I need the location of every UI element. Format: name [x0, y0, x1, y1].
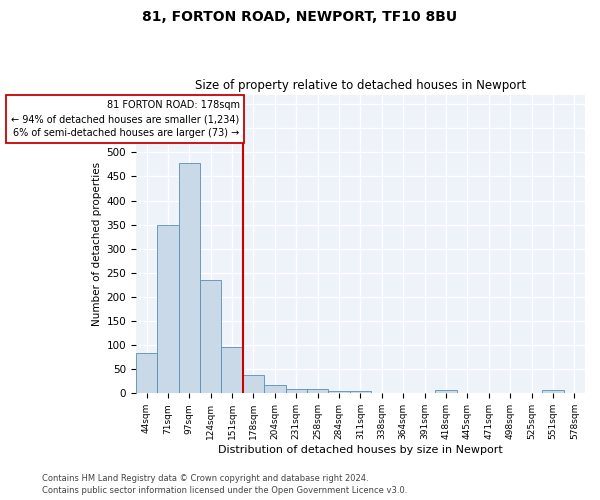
Bar [179, 163, 200, 394]
X-axis label: Distribution of detached houses by size in Newport: Distribution of detached houses by size … [218, 445, 503, 455]
Y-axis label: Number of detached properties: Number of detached properties [92, 162, 102, 326]
Bar [542, 390, 563, 394]
Bar [136, 354, 157, 394]
Title: Size of property relative to detached houses in Newport: Size of property relative to detached ho… [195, 79, 526, 92]
Bar [328, 391, 350, 394]
Bar [221, 346, 243, 394]
Text: Contains HM Land Registry data © Crown copyright and database right 2024.
Contai: Contains HM Land Registry data © Crown c… [42, 474, 407, 495]
Text: 81, FORTON ROAD, NEWPORT, TF10 8BU: 81, FORTON ROAD, NEWPORT, TF10 8BU [142, 10, 458, 24]
Bar [200, 280, 221, 394]
Bar [286, 389, 307, 394]
Bar [350, 391, 371, 394]
Bar [157, 224, 179, 394]
Text: 81 FORTON ROAD: 178sqm
← 94% of detached houses are smaller (1,234)
6% of semi-d: 81 FORTON ROAD: 178sqm ← 94% of detached… [11, 100, 239, 138]
Bar [307, 389, 328, 394]
Bar [435, 390, 457, 394]
Bar [264, 384, 286, 394]
Bar [243, 375, 264, 394]
